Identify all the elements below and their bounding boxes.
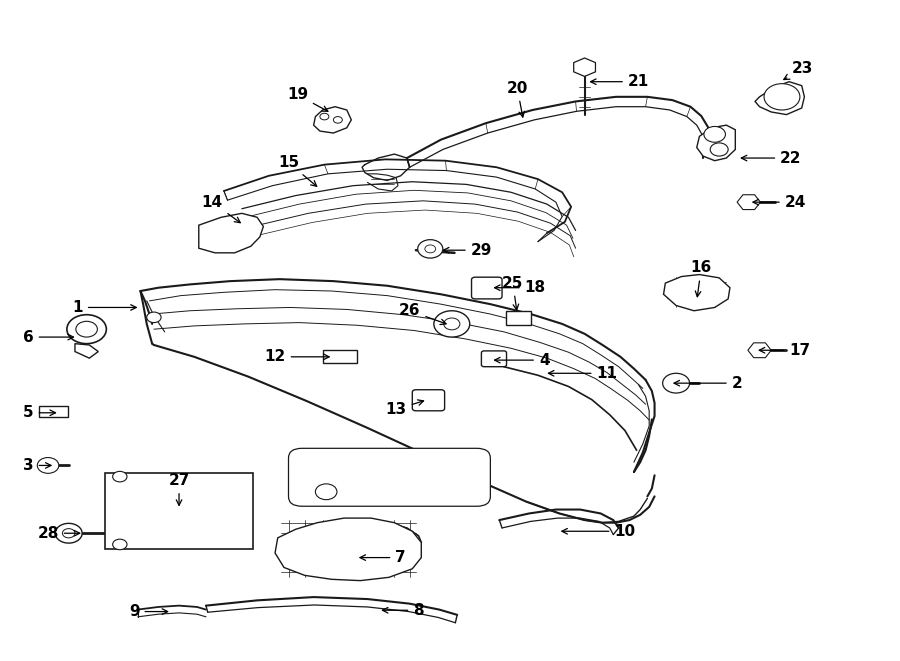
Polygon shape (275, 518, 421, 580)
Polygon shape (755, 82, 805, 114)
Circle shape (333, 116, 342, 123)
Circle shape (444, 318, 460, 330)
Circle shape (704, 126, 725, 142)
Text: 28: 28 (38, 525, 80, 541)
FancyBboxPatch shape (412, 390, 445, 410)
Bar (104, 473, 253, 549)
Polygon shape (737, 195, 760, 210)
Text: 24: 24 (753, 194, 806, 210)
Text: 27: 27 (168, 473, 190, 506)
FancyBboxPatch shape (482, 351, 507, 367)
Circle shape (320, 113, 328, 120)
Text: 19: 19 (287, 87, 328, 111)
Polygon shape (748, 343, 771, 358)
Text: 9: 9 (129, 604, 167, 619)
FancyBboxPatch shape (506, 311, 531, 325)
Text: 15: 15 (278, 155, 317, 186)
Circle shape (76, 321, 97, 337)
Circle shape (112, 539, 127, 550)
Polygon shape (697, 125, 735, 161)
Text: 8: 8 (382, 603, 424, 618)
Circle shape (434, 311, 470, 337)
Polygon shape (663, 274, 730, 311)
FancyBboxPatch shape (472, 277, 502, 299)
Text: 16: 16 (690, 260, 712, 297)
Circle shape (147, 312, 161, 323)
Text: 6: 6 (22, 330, 74, 344)
Circle shape (425, 245, 436, 253)
FancyBboxPatch shape (322, 350, 356, 364)
Text: 1: 1 (72, 300, 136, 315)
Circle shape (662, 373, 689, 393)
Text: 5: 5 (23, 405, 56, 420)
Circle shape (418, 240, 443, 258)
Text: 4: 4 (494, 352, 550, 368)
FancyBboxPatch shape (39, 406, 68, 417)
Text: 10: 10 (562, 524, 635, 539)
Circle shape (37, 457, 58, 473)
Polygon shape (75, 344, 98, 358)
Circle shape (62, 529, 75, 538)
Circle shape (710, 143, 728, 156)
Text: 11: 11 (548, 366, 617, 381)
Text: 14: 14 (202, 194, 240, 223)
Text: 25: 25 (502, 276, 524, 310)
Text: 17: 17 (760, 343, 811, 358)
Polygon shape (313, 106, 351, 133)
Circle shape (112, 471, 127, 482)
Circle shape (67, 315, 106, 344)
Text: 21: 21 (590, 74, 649, 89)
Text: 3: 3 (23, 458, 51, 473)
Text: 26: 26 (399, 303, 446, 325)
Text: 7: 7 (360, 550, 406, 565)
FancyBboxPatch shape (289, 448, 491, 506)
Polygon shape (199, 214, 264, 253)
Circle shape (55, 524, 82, 543)
Polygon shape (573, 58, 596, 77)
Circle shape (764, 84, 800, 110)
Text: 29: 29 (444, 243, 492, 258)
Text: 20: 20 (507, 81, 528, 117)
Circle shape (315, 484, 337, 500)
Text: 22: 22 (742, 151, 802, 165)
Text: 2: 2 (674, 375, 742, 391)
Text: 13: 13 (385, 400, 424, 417)
Text: 23: 23 (784, 61, 814, 79)
Text: 12: 12 (265, 349, 329, 364)
Text: 18: 18 (494, 280, 545, 295)
